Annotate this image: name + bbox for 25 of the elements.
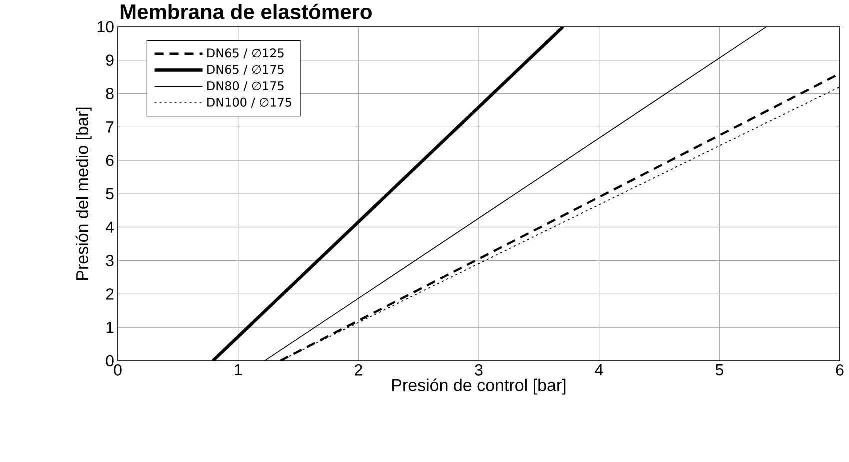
legend-label: DN80 / ∅175 bbox=[208, 81, 284, 92]
legend-label: DN65 / ∅175 bbox=[208, 65, 284, 76]
x-tick-label: 4 bbox=[595, 364, 604, 376]
y-tick-label: 2 bbox=[106, 288, 114, 300]
y-tick-label: 1 bbox=[106, 322, 114, 334]
legend-label: DN65 / ∅125 bbox=[208, 48, 284, 59]
y-tick-label: 6 bbox=[106, 154, 114, 166]
x-axis-title: Presión de control [bar] bbox=[392, 378, 566, 395]
chart-title: Membrana de elastómero bbox=[120, 4, 372, 20]
y-tick-label: 3 bbox=[106, 255, 114, 266]
x-tick-label: 2 bbox=[355, 364, 362, 376]
x-tick-label: 1 bbox=[235, 364, 242, 376]
y-tick-label: 10 bbox=[98, 21, 114, 33]
y-tick-label: 8 bbox=[106, 88, 114, 100]
y-tick-label: 5 bbox=[106, 188, 114, 200]
legend-label: DN100 / ∅175 bbox=[208, 98, 292, 108]
x-tick-label: 5 bbox=[716, 364, 724, 376]
y-tick-label: 0 bbox=[106, 355, 114, 367]
y-axis-title: Presión del medio [bar] bbox=[76, 108, 92, 280]
y-tick-label: 7 bbox=[106, 122, 114, 133]
y-tick-label: 9 bbox=[106, 54, 114, 66]
y-tick-label: 4 bbox=[106, 222, 114, 233]
x-tick-label: 6 bbox=[836, 364, 844, 376]
x-tick-label: 0 bbox=[114, 364, 122, 376]
x-tick-label: 3 bbox=[475, 364, 483, 376]
